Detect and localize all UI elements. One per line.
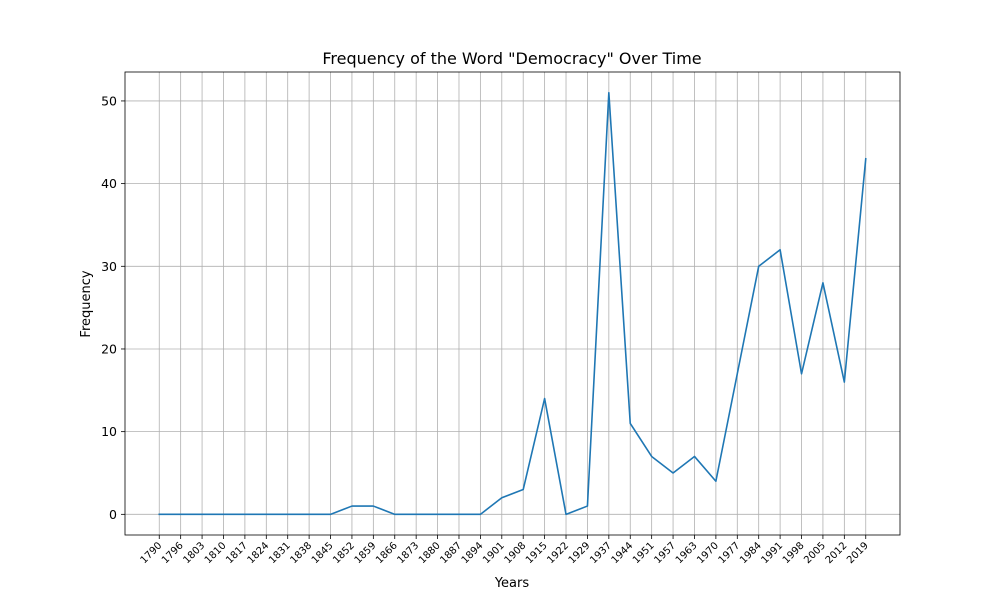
x-tick-label: 1880 bbox=[417, 540, 443, 566]
series-line bbox=[158, 91, 867, 516]
x-axis-label: Years bbox=[494, 576, 530, 591]
y-tick-label: 50 bbox=[101, 93, 117, 108]
y-tick-label: 20 bbox=[101, 341, 117, 356]
y-axis: 0 10 20 30 40 50 bbox=[101, 93, 125, 522]
x-tick-label: 1852 bbox=[331, 540, 357, 566]
series-layer bbox=[158, 91, 867, 516]
x-tick-label: 1873 bbox=[396, 540, 422, 566]
x-tick-label: 1845 bbox=[310, 540, 336, 566]
x-tick-label: 2005 bbox=[802, 540, 828, 566]
x-tick-label: 1998 bbox=[781, 540, 807, 566]
data-point bbox=[308, 513, 310, 515]
y-tick-label: 10 bbox=[101, 424, 117, 439]
x-tick-label: 1901 bbox=[481, 540, 507, 566]
data-point bbox=[458, 513, 460, 515]
data-point bbox=[865, 158, 867, 160]
x-tick-label: 1963 bbox=[674, 540, 700, 566]
data-point bbox=[479, 513, 481, 515]
data-point bbox=[394, 513, 396, 515]
x-tick-label: 1984 bbox=[738, 540, 764, 566]
data-point bbox=[543, 397, 545, 399]
x-tick-label: 1922 bbox=[545, 540, 571, 566]
data-point bbox=[372, 505, 374, 507]
data-point bbox=[351, 505, 353, 507]
data-point bbox=[693, 455, 695, 457]
x-tick-label: 1951 bbox=[631, 540, 657, 566]
data-point bbox=[758, 265, 760, 267]
plot-frame bbox=[124, 71, 901, 536]
x-tick-label: 1817 bbox=[224, 540, 250, 566]
data-point bbox=[222, 513, 224, 515]
x-tick-label: 1831 bbox=[267, 540, 293, 566]
data-point bbox=[265, 513, 267, 515]
data-point bbox=[244, 513, 246, 515]
data-point bbox=[736, 373, 738, 375]
data-point bbox=[800, 373, 802, 375]
x-tick-label: 1944 bbox=[610, 540, 636, 566]
data-point bbox=[843, 381, 845, 383]
x-tick-label: 2012 bbox=[824, 540, 850, 566]
x-tick-label: 1796 bbox=[160, 540, 186, 566]
x-tick-label: 1957 bbox=[652, 540, 678, 566]
x-tick-label: 1838 bbox=[288, 540, 314, 566]
x-tick-label: 1908 bbox=[503, 540, 529, 566]
data-point bbox=[179, 513, 181, 515]
y-tick-label: 0 bbox=[109, 507, 117, 522]
data-point bbox=[822, 282, 824, 284]
chart-title: Frequency of the Word "Democracy" Over T… bbox=[322, 49, 701, 68]
y-tick-label: 40 bbox=[101, 176, 117, 191]
x-tick-label: 1929 bbox=[567, 540, 593, 566]
x-tick-label: 1915 bbox=[524, 540, 550, 566]
x-tick-label: 1824 bbox=[246, 540, 272, 566]
x-tick-label: 1810 bbox=[203, 540, 229, 566]
data-point bbox=[650, 455, 652, 457]
y-axis-label: Frequency bbox=[79, 270, 94, 337]
data-point bbox=[158, 513, 160, 515]
y-tick-label: 30 bbox=[101, 259, 117, 274]
x-tick-label: 1887 bbox=[438, 540, 464, 566]
x-tick-label: 1977 bbox=[717, 540, 743, 566]
x-axis: 1790179618031810181718241831183818451852… bbox=[139, 535, 871, 566]
x-tick-label: 1803 bbox=[181, 540, 207, 566]
data-point bbox=[522, 488, 524, 490]
data-point bbox=[608, 91, 610, 93]
x-tick-label: 1991 bbox=[759, 540, 785, 566]
x-tick-label: 1894 bbox=[460, 540, 486, 566]
data-point bbox=[715, 480, 717, 482]
data-point bbox=[436, 513, 438, 515]
x-tick-label: 2019 bbox=[845, 540, 871, 566]
grid-layer bbox=[125, 72, 900, 535]
x-tick-label: 1866 bbox=[374, 540, 400, 566]
x-tick-label: 1937 bbox=[588, 540, 614, 566]
x-tick-label: 1970 bbox=[695, 540, 721, 566]
data-point bbox=[586, 505, 588, 507]
data-point bbox=[329, 513, 331, 515]
data-point bbox=[565, 513, 567, 515]
data-point bbox=[779, 249, 781, 251]
x-tick-label: 1790 bbox=[139, 540, 165, 566]
data-point bbox=[201, 513, 203, 515]
data-point bbox=[501, 497, 503, 499]
data-point bbox=[287, 513, 289, 515]
data-point bbox=[672, 472, 674, 474]
x-tick-label: 1859 bbox=[353, 540, 379, 566]
data-point bbox=[415, 513, 417, 515]
data-point bbox=[629, 422, 631, 424]
